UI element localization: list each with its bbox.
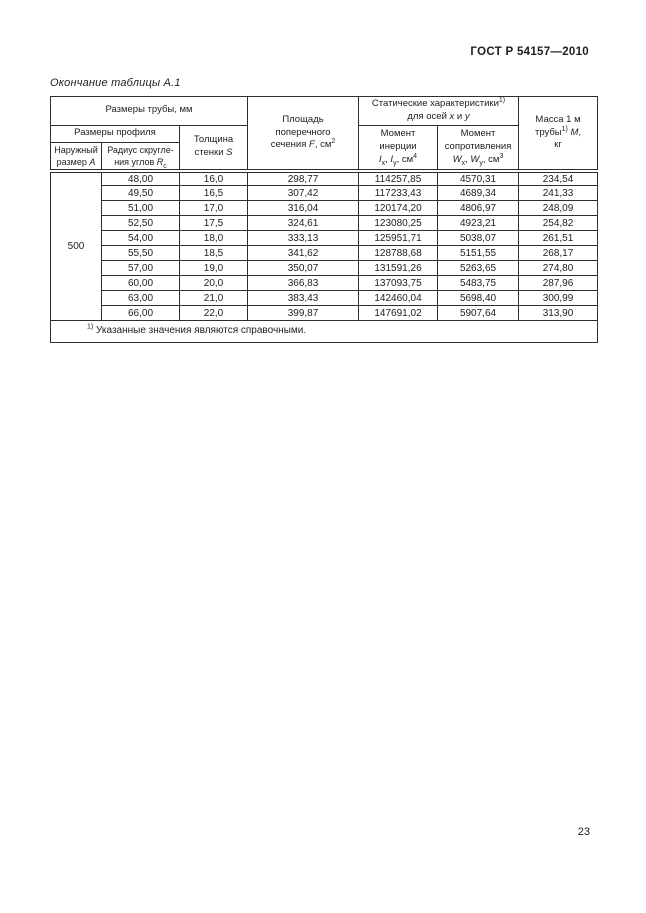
table-footnote: 1) Указанные значения являются справочны… (49, 320, 599, 344)
table-cell: 4570,31 (437, 168, 520, 187)
table-cell: 18,5 (178, 245, 249, 262)
table-cell: 300,99 (518, 290, 599, 307)
header-mass-per-meter: Масса 1 м трубы1) М, кг (518, 95, 599, 172)
table-cell: 16,5 (178, 185, 249, 202)
header-moment-of-inertia: Момент инерции Ix, Iy, см4 (358, 124, 439, 172)
table-cell: 287,96 (518, 275, 599, 292)
table-cell: 66,00 (101, 305, 180, 322)
table-cell: 324,61 (247, 215, 360, 232)
header-row-groups: Размеры трубы, мм Площадь поперечного сече… (49, 95, 599, 172)
table-cell: 5907,64 (437, 305, 520, 322)
table-cell: 307,42 (247, 185, 360, 202)
table-cell: 383,43 (247, 290, 360, 307)
table-cell: 114257,85 (358, 168, 439, 187)
table-cell: 4689,34 (437, 185, 520, 202)
table-cell: 142460,04 (358, 290, 439, 307)
table-row: 57,00 19,0 350,07 131591,26 5263,65 274,… (51, 260, 599, 277)
table-cell: 117233,43 (358, 185, 439, 202)
table-cell: 147691,02 (358, 305, 439, 322)
table-cell: 5151,55 (437, 245, 520, 262)
table-cell: 63,00 (101, 290, 180, 307)
table-cell: 248,09 (518, 200, 599, 217)
table-cell: 350,07 (247, 260, 360, 277)
header-row-subgroups: Размеры профиля Толщина стенки S Момент ин… (50, 124, 598, 172)
table-cell: 241,33 (518, 185, 599, 202)
table-cell: 21,0 (178, 290, 249, 307)
table-cell: 313,90 (518, 305, 599, 322)
header-profile-dimensions-group: Размеры профиля (50, 124, 180, 143)
document-standard-number: ГОСТ Р 54157—2010 (470, 46, 589, 58)
table-cell: 18,0 (178, 230, 249, 247)
table-cell: 48,00 (101, 168, 180, 187)
table-cell: 125951,71 (358, 230, 439, 247)
table-cell: 274,80 (518, 260, 599, 277)
table-cell: 123080,25 (358, 215, 439, 232)
header-pipe-dimensions-group: Размеры трубы, мм (49, 96, 249, 126)
header-wall-thickness: Толщина стенки S (178, 124, 249, 172)
table-cell: 51,00 (101, 200, 180, 217)
table-cell: 120174,20 (358, 200, 439, 217)
table-cell: 298,77 (247, 168, 360, 187)
table-cell: 399,87 (247, 305, 360, 322)
table-row: 55,50 18,5 341,62 128788,68 5151,55 268,… (51, 245, 599, 262)
table-cell: 268,17 (518, 245, 599, 262)
outer-size-value: 500 (50, 168, 102, 322)
page-number: 23 (577, 826, 590, 838)
table-cell: 4806,97 (437, 200, 520, 217)
table-cell: 17,5 (178, 215, 249, 232)
header-cross-section-area: Площадь поперечного сечения F, см2 (247, 95, 360, 172)
table-cell: 128788,68 (358, 245, 439, 262)
table-cell: 57,00 (101, 260, 180, 277)
table-cell: 316,04 (247, 200, 360, 217)
table-cell: 60,00 (101, 275, 180, 292)
pipe-dimensions-table: Размеры трубы, мм Площадь поперечного сече… (49, 95, 599, 344)
table-cell: 17,0 (178, 200, 249, 217)
table-cell: 5038,07 (437, 230, 520, 247)
table-cell: 234,54 (518, 168, 599, 187)
table-row: 52,50 17,5 324,61 123080,25 4923,21 254,… (51, 215, 599, 232)
table-row: 60,00 20,0 366,83 137093,75 5483,75 287,… (51, 275, 599, 292)
table-row: 51,00 17,0 316,04 120174,20 4806,97 248,… (51, 200, 599, 217)
header-corner-radius: Радиус скругле-ния углов Rс (101, 141, 180, 172)
header-moment-of-resistance: Момент сопротивления Wx, Wy, см3 (437, 124, 520, 172)
table-row: 63,00 21,0 383,43 142460,04 5698,40 300,… (51, 290, 599, 307)
table-cell: 4923,21 (437, 215, 520, 232)
table-cell: 19,0 (178, 260, 249, 277)
table-cell: 366,83 (247, 275, 360, 292)
table-row: 66,00 22,0 399,87 147691,02 5907,64 313,… (51, 305, 599, 322)
table-cell: 333,13 (247, 230, 360, 247)
table-cell: 16,0 (178, 168, 249, 187)
header-row-columns: Наружный размер А Радиус скругле-ния угло… (50, 141, 598, 172)
header-static-characteristics-group: Статические характеристики1) для осей x и… (358, 96, 520, 126)
table-cell: 5483,75 (437, 275, 520, 292)
footnote-row: 1) Указанные значения являются справочны… (49, 320, 599, 344)
table-caption: Окончание таблицы А.1 (50, 77, 181, 89)
table-cell: 254,82 (518, 215, 599, 232)
table-cell: 49,50 (101, 185, 180, 202)
table-cell: 54,00 (101, 230, 180, 247)
table-cell: 5698,40 (437, 290, 520, 307)
table-cell: 52,50 (101, 215, 180, 232)
table-cell: 137093,75 (358, 275, 439, 292)
table-row: 49,50 16,5 307,42 117233,43 4689,34 241,… (51, 185, 599, 202)
table-cell: 341,62 (247, 245, 360, 262)
table-cell: 20,0 (178, 275, 249, 292)
table-cell: 131591,26 (358, 260, 439, 277)
table-row: 500 48,00 16,0 298,77 114257,85 4570,31 … (50, 168, 599, 322)
table-cell: 261,51 (518, 230, 599, 247)
table-cell: 5263,65 (437, 260, 520, 277)
table-cell: 55,50 (101, 245, 180, 262)
table-cell: 22,0 (178, 305, 249, 322)
table-row: 54,00 18,0 333,13 125951,71 5038,07 261,… (51, 230, 599, 247)
header-outer-size: Наружный размер А (50, 141, 102, 172)
